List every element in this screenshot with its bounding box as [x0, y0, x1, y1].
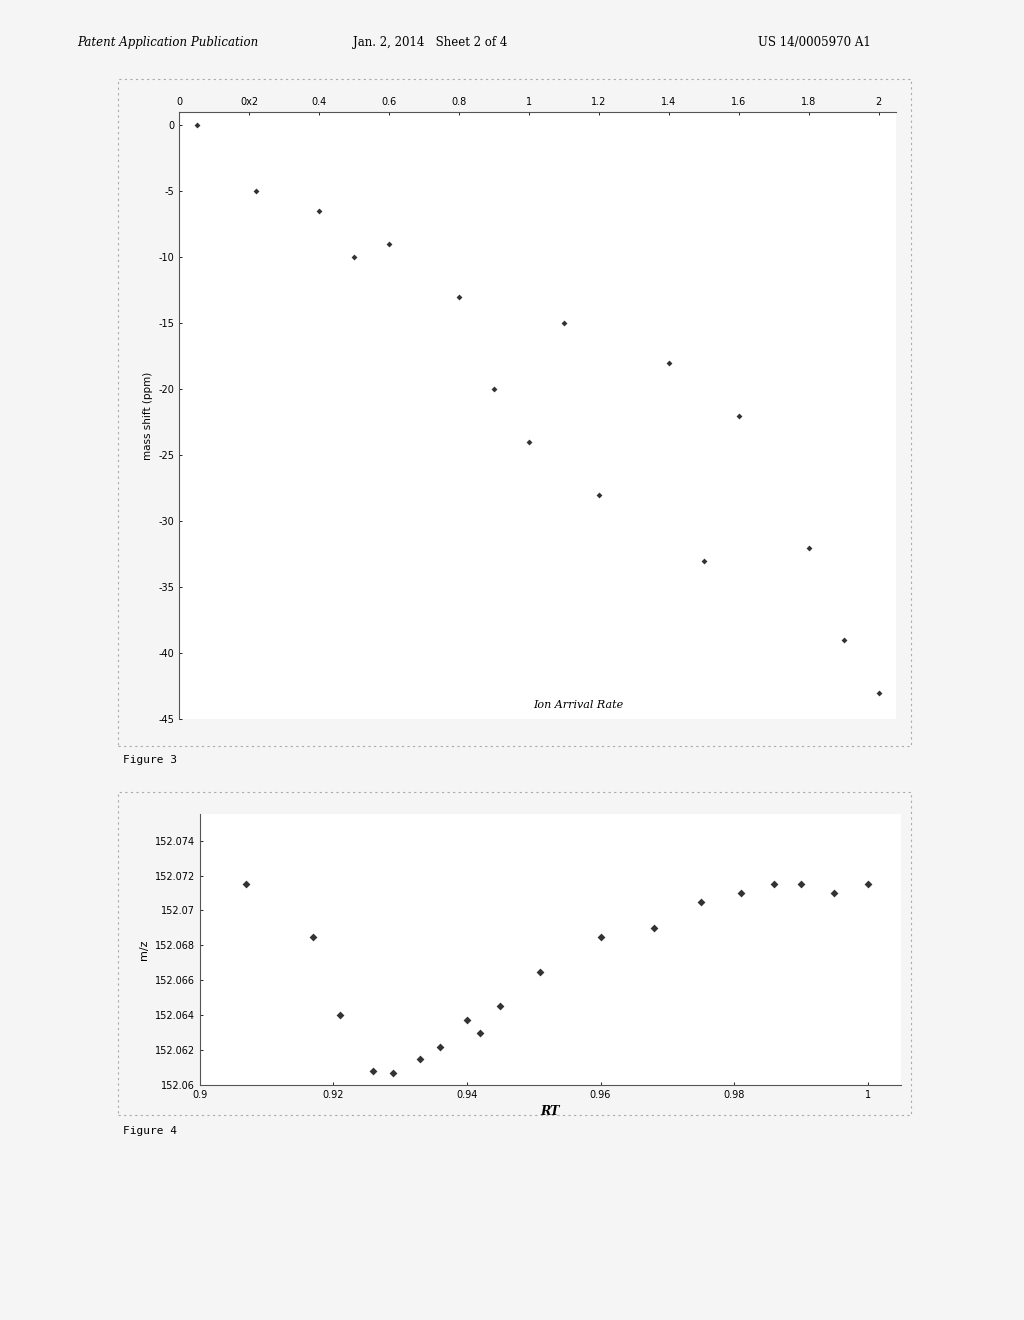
Point — [248, 181, 264, 202]
Point — [432, 1036, 449, 1057]
Point — [412, 1048, 428, 1069]
Point — [332, 1005, 348, 1026]
Point — [592, 927, 608, 948]
Point — [556, 313, 572, 334]
Point — [451, 286, 467, 308]
Point — [493, 995, 509, 1016]
Point — [532, 961, 549, 982]
Point — [472, 1022, 488, 1043]
Text: Figure 3: Figure 3 — [123, 755, 177, 766]
Point — [692, 891, 709, 912]
Text: Figure 4: Figure 4 — [123, 1126, 177, 1137]
Point — [239, 874, 255, 895]
Point — [793, 874, 809, 895]
Point — [381, 234, 397, 255]
Point — [459, 1010, 475, 1031]
Text: Patent Application Publication: Patent Application Publication — [77, 36, 258, 49]
Point — [520, 432, 537, 453]
Point — [732, 883, 749, 904]
Text: Ion Arrival Rate: Ion Arrival Rate — [534, 700, 624, 710]
Point — [346, 247, 362, 268]
Point — [188, 115, 205, 136]
X-axis label: RT: RT — [541, 1105, 560, 1118]
Point — [730, 405, 746, 426]
Text: Jan. 2, 2014   Sheet 2 of 4: Jan. 2, 2014 Sheet 2 of 4 — [353, 36, 507, 49]
Point — [801, 537, 817, 558]
Point — [311, 201, 328, 222]
Point — [591, 484, 607, 506]
Point — [870, 682, 887, 704]
Point — [695, 550, 712, 572]
Point — [766, 874, 782, 895]
Point — [366, 1060, 382, 1081]
Point — [485, 379, 502, 400]
Point — [836, 630, 852, 651]
Point — [305, 927, 322, 948]
Y-axis label: mass shift (ppm): mass shift (ppm) — [142, 372, 153, 459]
Text: US 14/0005970 A1: US 14/0005970 A1 — [758, 36, 870, 49]
Point — [826, 883, 843, 904]
Point — [859, 874, 876, 895]
Point — [646, 917, 663, 939]
Point — [385, 1063, 401, 1084]
Y-axis label: m/z: m/z — [139, 940, 150, 960]
Point — [660, 352, 677, 374]
